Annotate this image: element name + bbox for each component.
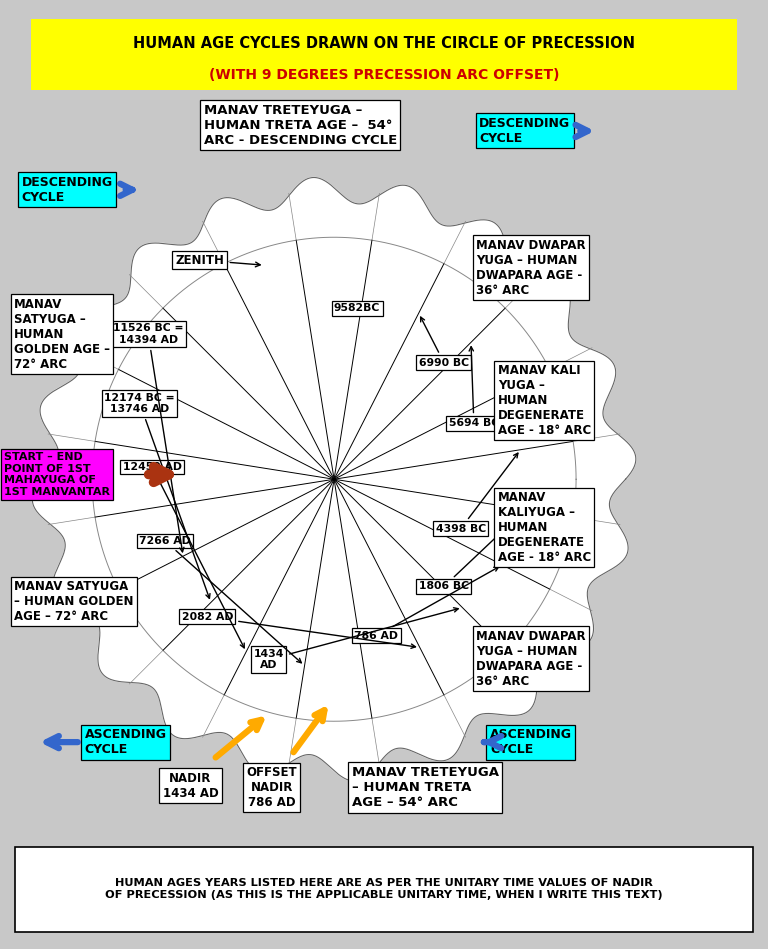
Text: MANAV
KALIYUGA –
HUMAN
DEGENERATE
AGE - 18° ARC: MANAV KALIYUGA – HUMAN DEGENERATE AGE - … [498,492,591,564]
Polygon shape [32,177,636,781]
Text: ASCENDING
CYCLE: ASCENDING CYCLE [490,728,572,756]
Text: MANAV SATYUGA
– HUMAN GOLDEN
AGE – 72° ARC: MANAV SATYUGA – HUMAN GOLDEN AGE – 72° A… [14,580,134,623]
Text: 4398 BC: 4398 BC [435,454,518,533]
Text: 1806 BC: 1806 BC [419,512,522,591]
Text: ASCENDING
CYCLE: ASCENDING CYCLE [84,728,167,756]
Polygon shape [92,237,576,721]
FancyBboxPatch shape [31,19,737,90]
FancyBboxPatch shape [15,847,753,932]
Text: DESCENDING
CYCLE: DESCENDING CYCLE [479,117,571,145]
Text: NADIR
1434 AD: NADIR 1434 AD [163,772,218,800]
Text: HUMAN AGE CYCLES DRAWN ON THE CIRCLE OF PRECESSION: HUMAN AGE CYCLES DRAWN ON THE CIRCLE OF … [133,36,635,51]
Text: OFFSET
NADIR
786 AD: OFFSET NADIR 786 AD [247,766,297,809]
Text: START – END
POINT OF 1ST
MAHAYUGA OF
1ST MANVANTAR: START – END POINT OF 1ST MAHAYUGA OF 1ST… [4,452,110,497]
Text: MANAV DWAPAR
YUGA – HUMAN
DWAPARA AGE -
36° ARC: MANAV DWAPAR YUGA – HUMAN DWAPARA AGE - … [476,629,586,688]
Text: 12450 AD: 12450 AD [123,462,244,648]
Text: 786 AD: 786 AD [354,568,498,641]
Text: DESCENDING
CYCLE: DESCENDING CYCLE [22,176,113,204]
Text: 11526 BC =
14394 AD: 11526 BC = 14394 AD [113,324,184,552]
Text: MANAV KALI
YUGA –
HUMAN
DEGENERATE
AGE - 18° ARC: MANAV KALI YUGA – HUMAN DEGENERATE AGE -… [498,364,591,437]
Text: 2082 AD: 2082 AD [181,612,415,648]
Text: (WITH 9 DEGREES PRECESSION ARC OFFSET): (WITH 9 DEGREES PRECESSION ARC OFFSET) [209,68,559,82]
Text: MANAV TRETEYUGA –
HUMAN TRETA AGE –  54°
ARC - DESCENDING CYCLE: MANAV TRETEYUGA – HUMAN TRETA AGE – 54° … [204,103,397,147]
Text: HUMAN AGES YEARS LISTED HERE ARE AS PER THE UNITARY TIME VALUES OF NADIR
OF PREC: HUMAN AGES YEARS LISTED HERE ARE AS PER … [105,879,663,900]
Text: 7266 AD: 7266 AD [139,536,301,662]
Text: MANAV DWAPAR
YUGA – HUMAN
DWAPARA AGE -
36° ARC: MANAV DWAPAR YUGA – HUMAN DWAPARA AGE - … [476,238,586,297]
Text: ZENITH: ZENITH [175,253,260,267]
Text: 12174 BC =
13746 AD: 12174 BC = 13746 AD [104,393,210,599]
Text: 1434
AD: 1434 AD [253,607,458,670]
Text: MANAV TRETEYUGA
– HUMAN TRETA
AGE – 54° ARC: MANAV TRETEYUGA – HUMAN TRETA AGE – 54° … [352,766,498,809]
Text: 6990 BC: 6990 BC [419,317,469,367]
Text: MANAV
SATYUGA –
HUMAN
GOLDEN AGE –
72° ARC: MANAV SATYUGA – HUMAN GOLDEN AGE – 72° A… [14,298,110,370]
Text: 5694 BC: 5694 BC [449,346,499,428]
Text: 9582BC: 9582BC [334,304,380,313]
